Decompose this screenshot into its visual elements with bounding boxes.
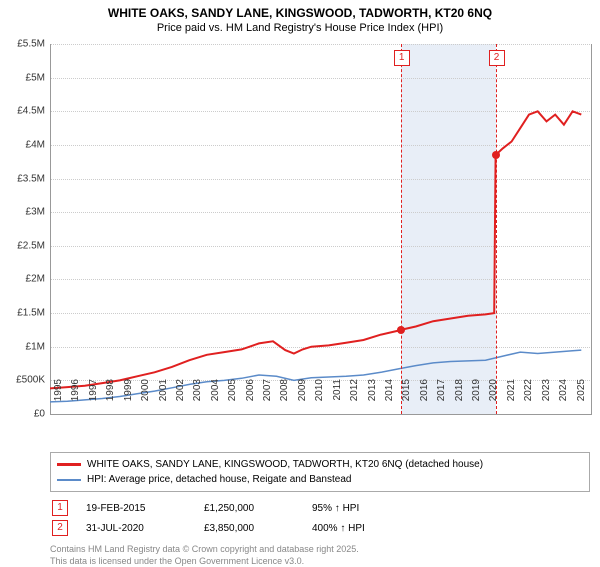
y-tick-label: £500K [16, 375, 45, 386]
x-tick-label: 2010 [314, 379, 325, 419]
marker-line [401, 44, 402, 414]
swatch-price [57, 463, 81, 466]
marker-box: 1 [394, 50, 410, 66]
x-tick-label: 2016 [419, 379, 430, 419]
x-tick-label: 2014 [384, 379, 395, 419]
footer: Contains HM Land Registry data © Crown c… [50, 544, 590, 567]
x-tick-label: 2009 [297, 379, 308, 419]
y-tick-label: £3.5M [17, 173, 45, 184]
x-tick-label: 2005 [227, 379, 238, 419]
legend-label-price: WHITE OAKS, SANDY LANE, KINGSWOOD, TADWO… [87, 457, 483, 472]
y-tick-label: £0 [34, 409, 45, 420]
legend-row-hpi: HPI: Average price, detached house, Reig… [57, 472, 583, 487]
x-tick-label: 2021 [506, 379, 517, 419]
sale-date: 31-JUL-2020 [86, 523, 186, 534]
sale-marker-box: 1 [52, 500, 68, 516]
x-tick-label: 2022 [523, 379, 534, 419]
series-price_paid [50, 111, 581, 388]
x-tick-label: 2018 [454, 379, 465, 419]
sale-price: £3,850,000 [204, 523, 294, 534]
legend-label-hpi: HPI: Average price, detached house, Reig… [87, 472, 351, 487]
line-series [50, 44, 590, 414]
footer-line1: Contains HM Land Registry data © Crown c… [50, 544, 590, 556]
sale-price: £1,250,000 [204, 503, 294, 514]
x-tick-label: 2015 [401, 379, 412, 419]
x-tick-label: 2000 [140, 379, 151, 419]
y-tick-label: £1.5M [17, 308, 45, 319]
x-tick-label: 2024 [558, 379, 569, 419]
y-tick-label: £4M [26, 139, 45, 150]
x-tick-label: 2007 [262, 379, 273, 419]
y-tick-label: £2M [26, 274, 45, 285]
legend: WHITE OAKS, SANDY LANE, KINGSWOOD, TADWO… [50, 452, 590, 567]
x-tick-label: 1995 [53, 379, 64, 419]
x-tick-label: 2025 [576, 379, 587, 419]
sale-dot [397, 326, 405, 334]
x-tick-label: 2019 [471, 379, 482, 419]
chart-subtitle: Price paid vs. HM Land Registry's House … [0, 22, 600, 38]
footer-line2: This data is licensed under the Open Gov… [50, 556, 590, 567]
x-tick-label: 2012 [349, 379, 360, 419]
x-tick-label: 1999 [123, 379, 134, 419]
x-tick-label: 2006 [245, 379, 256, 419]
y-tick-label: £5M [26, 72, 45, 83]
x-tick-label: 2002 [175, 379, 186, 419]
x-tick-label: 1996 [70, 379, 81, 419]
x-tick-label: 1998 [105, 379, 116, 419]
sale-pct: 400% ↑ HPI [312, 523, 402, 534]
y-tick-label: £2.5M [17, 240, 45, 251]
sale-date: 19-FEB-2015 [86, 503, 186, 514]
sale-marker-box: 2 [52, 520, 68, 536]
x-tick-label: 2004 [210, 379, 221, 419]
x-tick-label: 2008 [279, 379, 290, 419]
y-tick-label: £3M [26, 207, 45, 218]
chart-title: WHITE OAKS, SANDY LANE, KINGSWOOD, TADWO… [0, 0, 600, 22]
x-tick-label: 2003 [192, 379, 203, 419]
sales-table: 1 19-FEB-2015 £1,250,000 95% ↑ HPI 2 31-JUL-2… [50, 498, 590, 538]
y-tick-label: £4.5M [17, 106, 45, 117]
sale-row: 2 31-JUL-2020 £3,850,000 400% ↑ HPI [50, 518, 590, 538]
legend-series: WHITE OAKS, SANDY LANE, KINGSWOOD, TADWO… [50, 452, 590, 492]
sale-dot [492, 151, 500, 159]
chart-container: WHITE OAKS, SANDY LANE, KINGSWOOD, TADWO… [0, 0, 600, 560]
swatch-hpi [57, 479, 81, 481]
chart-area: 12 £0£500K£1M£1.5M£2M£2.5M£3M£3.5M£4M£4.… [50, 44, 590, 414]
x-tick-label: 2020 [488, 379, 499, 419]
x-tick-label: 2023 [541, 379, 552, 419]
marker-box: 2 [489, 50, 505, 66]
legend-row-price: WHITE OAKS, SANDY LANE, KINGSWOOD, TADWO… [57, 457, 583, 472]
marker-line [496, 44, 497, 414]
x-tick-label: 2017 [436, 379, 447, 419]
y-tick-label: £1M [26, 341, 45, 352]
x-tick-label: 2011 [332, 379, 343, 419]
sale-row: 1 19-FEB-2015 £1,250,000 95% ↑ HPI [50, 498, 590, 518]
y-tick-label: £5.5M [17, 39, 45, 50]
x-tick-label: 2013 [367, 379, 378, 419]
x-tick-label: 2001 [158, 379, 169, 419]
x-tick-label: 1997 [88, 379, 99, 419]
sale-pct: 95% ↑ HPI [312, 503, 402, 514]
